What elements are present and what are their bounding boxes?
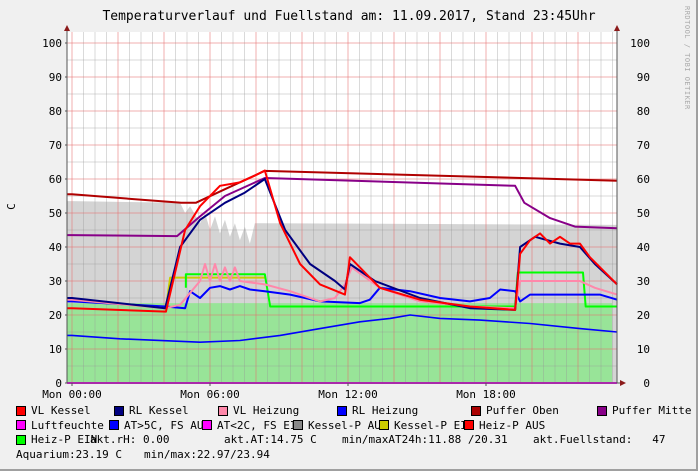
- y-tick-label: 100: [42, 37, 62, 50]
- y-tick-label-right: 50: [637, 207, 650, 220]
- y-tick-label: 60: [49, 173, 62, 186]
- legend-item: Puffer Mitte: [597, 404, 691, 417]
- minmax-at: min/maxAT24h:11.88 /20.31: [342, 433, 508, 446]
- legend-label: RL Heizung: [352, 404, 419, 417]
- legend-item: Heiz-P EIN: [16, 433, 97, 446]
- legend-label: Heiz-P EIN: [31, 433, 98, 446]
- series-line-vl-heizung: [67, 263, 618, 310]
- series-line-vl-kessel: [67, 169, 618, 313]
- legend-label: VL Kessel: [31, 404, 91, 417]
- y-tick-label-right: 100: [630, 37, 650, 50]
- legend-item: AT<2C, FS EIN: [202, 419, 303, 432]
- y-tick-label: 80: [49, 105, 62, 118]
- legend-swatch: [218, 405, 228, 416]
- legend-swatch: [471, 405, 481, 416]
- legend-label: Heiz-P AUS: [479, 418, 546, 432]
- y-tick-label: 10: [49, 343, 62, 356]
- legend-swatch: [16, 420, 26, 430]
- y-tick-label: 70: [49, 139, 62, 152]
- legend-swatch: [464, 420, 474, 430]
- legend-swatch: [16, 434, 26, 445]
- y-tick-label-right: 80: [637, 105, 650, 118]
- area-1: [67, 303, 613, 383]
- legend-item: VL Kessel: [16, 404, 91, 417]
- y-tick-label: 40: [49, 241, 62, 254]
- watermark: RRDTOOL / TOBI OETIKER: [683, 6, 691, 110]
- chart-title: Temperaturverlauf und Fuellstand am: 11.…: [102, 9, 596, 24]
- legend-swatch: [16, 405, 26, 416]
- legend-label: Kessel-P AUS: [308, 418, 388, 432]
- legend-label: Kessel-P EIN: [394, 418, 474, 432]
- aquarium-minmax: min/max:22.97/23.94: [144, 447, 270, 461]
- legend-item: AT>5C, FS AUS: [109, 419, 210, 432]
- legend-swatch: [202, 420, 212, 430]
- legend-swatch: [114, 405, 124, 416]
- akt-rh: akt.rH: 0.00: [90, 433, 170, 446]
- plot-area: 0 0 10 10 20 20 30 30 40 40 50 50 60 60 70 70 80 80 90 90 10…: [42, 25, 650, 400]
- x-tick-label: Mon 12:00: [318, 388, 378, 400]
- legend-item: Kessel-P EIN: [379, 419, 473, 432]
- legend-label: RL Kessel: [129, 404, 189, 417]
- legend: VL Kessel RL Kessel VL Heizung RL Heizung Pu…: [16, 404, 696, 462]
- legend-label: Puffer Mitte: [612, 404, 692, 417]
- legend-label: Puffer Oben: [486, 404, 559, 417]
- axis-arrow-icon: [614, 25, 620, 31]
- legend-label: AT<2C, FS EIN: [217, 418, 304, 432]
- akt-at: akt.AT:14.75 C: [224, 433, 317, 446]
- legend-item: RL Kessel: [114, 404, 189, 417]
- y-tick-label-right: 40: [637, 241, 650, 254]
- legend-label: Luftfeuchte: [31, 418, 104, 432]
- y-tick-label-right: 90: [637, 71, 650, 84]
- series-line-at-5c-fs-aus: [67, 314, 618, 344]
- axis-arrow-icon: [64, 25, 70, 31]
- legend-item: Kessel-P AUS: [293, 419, 387, 432]
- legend-swatch: [293, 420, 303, 430]
- y-tick-label: 50: [49, 207, 62, 220]
- legend-label: AT>5C, FS AUS: [124, 418, 211, 432]
- aquarium: Aquarium:23.19 C: [16, 447, 122, 461]
- legend-swatch: [379, 420, 389, 430]
- x-tick-label: Mon 00:00: [42, 388, 102, 400]
- y-tick-label: 0: [55, 377, 62, 390]
- y-tick-label-right: 60: [637, 173, 650, 186]
- y-tick-label-right: 0: [643, 377, 650, 390]
- legend-swatch: [109, 420, 119, 430]
- y-tick-label: 30: [49, 275, 62, 288]
- x-tick-label: Mon 06:00: [180, 388, 240, 400]
- y-tick-label-right: 10: [637, 343, 650, 356]
- axis-arrow-icon: [620, 380, 626, 386]
- legend-label: VL Heizung: [233, 404, 300, 417]
- legend-swatch: [337, 405, 347, 416]
- y-tick-label: 20: [49, 309, 62, 322]
- legend-item: Luftfeuchte: [16, 419, 104, 432]
- x-tick-label: Mon 18:00: [456, 388, 516, 400]
- legend-item: VL Heizung: [218, 404, 299, 417]
- y-tick-label: 90: [49, 71, 62, 84]
- y-tick-label-right: 20: [637, 309, 650, 322]
- y-tick-label-right: 70: [637, 139, 650, 152]
- legend-item: Heiz-P AUS: [464, 419, 545, 432]
- series-line-puffer-mitte: [67, 176, 618, 238]
- legend-item: Puffer Oben: [471, 404, 559, 417]
- legend-item: RL Heizung: [337, 404, 418, 417]
- legend-swatch: [597, 405, 607, 416]
- y-tick-label-right: 30: [637, 275, 650, 288]
- akt-fuellstand: akt.Fuellstand: 47: [533, 433, 666, 446]
